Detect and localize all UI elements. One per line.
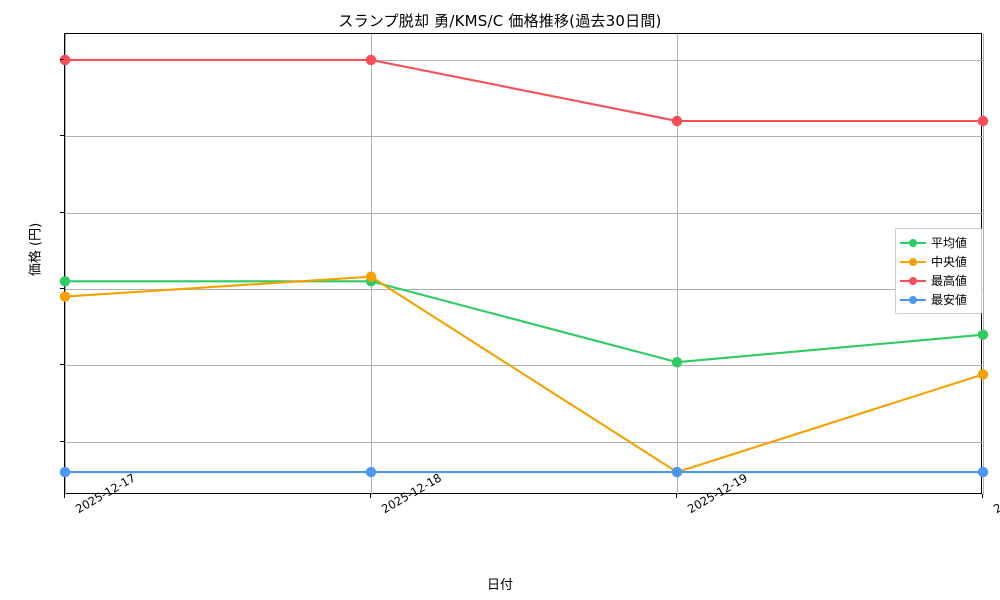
grid-line-horizontal	[65, 365, 983, 367]
legend-item-3[interactable]: 最高値	[900, 271, 976, 290]
grid-line-horizontal	[65, 60, 983, 61]
grid-line-horizontal	[65, 288, 983, 290]
data-point	[977, 466, 989, 478]
grid-lines	[65, 34, 984, 495]
legend-label: 最高値	[931, 274, 968, 288]
x-tick-label: 2025-12-17	[73, 470, 138, 517]
series-svg	[59, 54, 989, 478]
legend-marker-icon	[900, 256, 926, 268]
series-4	[59, 466, 989, 478]
y-axis-label: 価格 (円)	[28, 222, 44, 277]
x-tick-mark	[982, 494, 983, 498]
grid-line-vertical	[371, 34, 372, 495]
series-3	[59, 54, 989, 127]
data-point	[671, 357, 683, 368]
series-1	[59, 276, 989, 368]
data-point	[977, 115, 989, 127]
legend-item-2[interactable]: 中央値	[900, 252, 976, 271]
chart-legend: 平均値中央値最高値最安値	[895, 228, 982, 314]
grid-line-horizontal	[65, 441, 983, 443]
y-tick-mark	[60, 440, 64, 442]
y-tick-mark	[60, 364, 64, 366]
data-point	[977, 329, 989, 340]
data-point	[671, 115, 683, 127]
legend-label: 中央値	[931, 255, 968, 269]
data-point	[365, 54, 377, 66]
legend-marker-icon	[900, 294, 926, 306]
data-point	[59, 54, 71, 66]
legend-marker-icon	[900, 237, 926, 249]
data-point	[671, 466, 683, 478]
x-tick-mark	[370, 494, 371, 498]
data-point	[59, 466, 71, 478]
legend-item-1[interactable]: 平均値	[900, 233, 976, 252]
x-tick-label: 2025-12-20	[991, 470, 1000, 517]
x-tick-mark	[64, 494, 65, 498]
series-lines	[59, 34, 989, 495]
y-tick-mark	[60, 287, 64, 289]
series-line	[63, 275, 985, 474]
grid-line-horizontal	[65, 212, 983, 214]
data-point	[59, 276, 71, 287]
data-point	[365, 466, 377, 478]
grid-line-vertical	[983, 34, 984, 495]
y-tick-mark	[60, 211, 64, 213]
chart-title: スランプ脱却 勇/KMS/C 価格推移(過去30日間)	[338, 12, 662, 30]
legend-item-4[interactable]: 最安値	[900, 290, 976, 309]
series-line	[63, 58, 985, 123]
x-axis-label: 日付	[486, 578, 513, 593]
legend-label: 平均値	[931, 236, 968, 250]
x-tick-label: 2025-12-18	[379, 470, 444, 517]
grid-line-horizontal	[65, 136, 983, 138]
grid-line-vertical	[677, 34, 678, 495]
series-line	[63, 280, 985, 364]
legend-label: 最安値	[931, 293, 968, 307]
x-tick-label: 2025-12-19	[685, 470, 750, 517]
series-2	[59, 271, 989, 478]
data-point	[59, 291, 71, 302]
data-point	[977, 369, 989, 380]
legend-marker-icon	[900, 275, 926, 287]
x-tick-mark	[676, 494, 677, 498]
data-point	[365, 271, 377, 282]
y-tick-mark	[60, 135, 64, 137]
plot-area	[59, 33, 989, 495]
grid-line-vertical	[65, 34, 66, 495]
y-tick-mark	[60, 59, 64, 60]
